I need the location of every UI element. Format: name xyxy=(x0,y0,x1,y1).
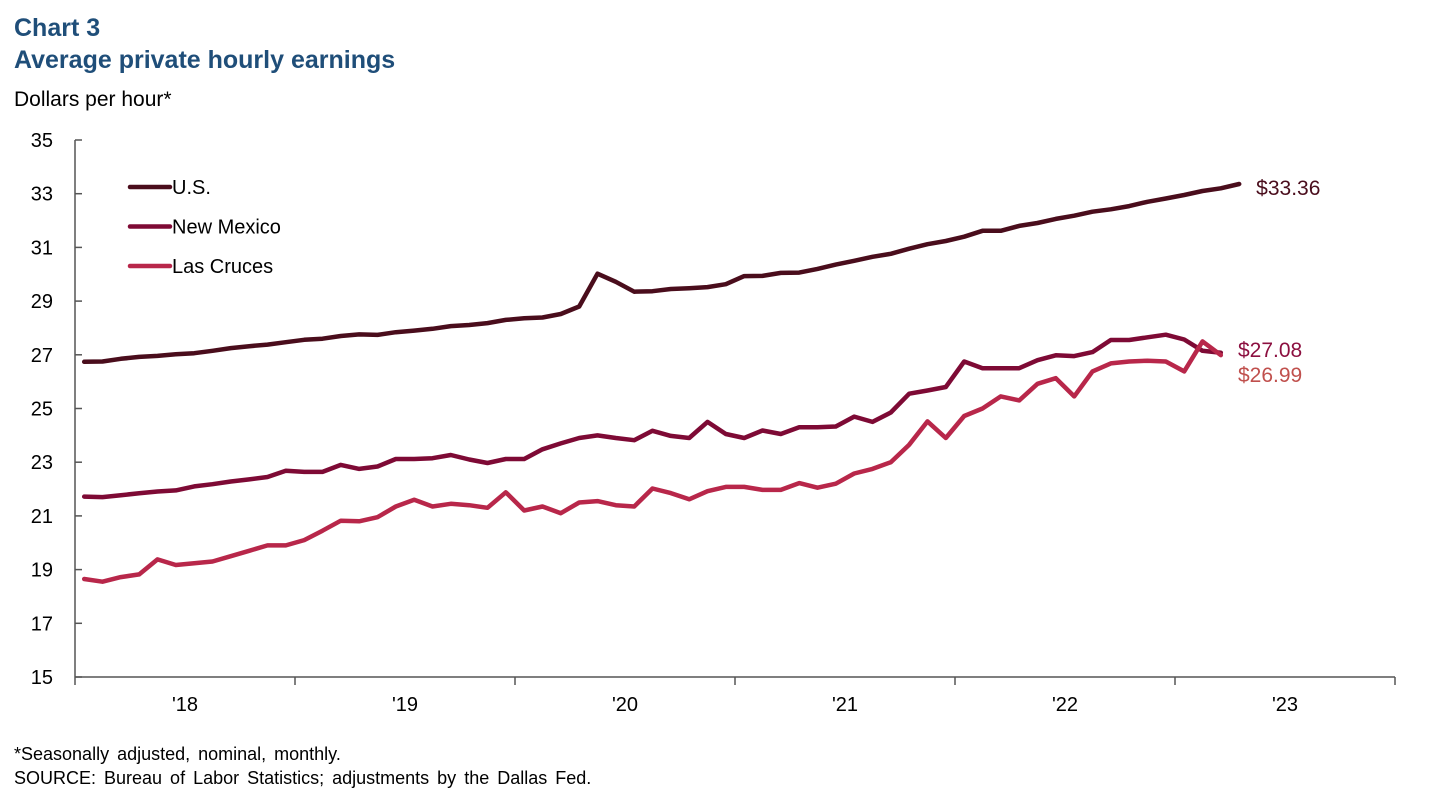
legend-label: Las Cruces xyxy=(172,256,273,278)
legend-label: New Mexico xyxy=(172,217,281,239)
y-tick-label: 27 xyxy=(31,345,53,367)
series-line-new-mexico xyxy=(81,332,1224,500)
x-tick-label: '21 xyxy=(832,694,858,716)
end-value-label: $27.08 xyxy=(1238,339,1302,362)
x-tick-label: '23 xyxy=(1272,694,1298,716)
y-tick-label: 21 xyxy=(31,506,53,528)
source-note: SOURCE: Bureau of Labor Statistics; adju… xyxy=(14,768,592,788)
series-line-las-cruces xyxy=(81,339,1224,584)
y-tick-label: 17 xyxy=(31,613,53,635)
y-tick-label: 33 xyxy=(31,184,53,206)
legend-label: U.S. xyxy=(172,177,211,199)
end-value-label: $33.36 xyxy=(1256,177,1320,200)
end-value-label: $26.99 xyxy=(1238,364,1302,387)
y-tick-label: 29 xyxy=(31,291,53,313)
y-axis-label: Dollars per hour* xyxy=(14,88,172,111)
y-tick-label: 35 xyxy=(31,130,53,152)
chart-number: Chart 3 xyxy=(14,14,101,42)
y-tick-label: 31 xyxy=(31,237,53,259)
y-tick-label: 19 xyxy=(31,560,53,582)
x-tick-label: '20 xyxy=(612,694,638,716)
x-tick-label: '22 xyxy=(1052,694,1078,716)
x-tick-label: '18 xyxy=(172,694,198,716)
series-line-u-s- xyxy=(81,181,1242,365)
x-tick-label: '19 xyxy=(392,694,418,716)
footnote: *Seasonally adjusted, nominal, monthly. xyxy=(14,744,341,764)
y-tick-label: 25 xyxy=(31,399,53,421)
y-tick-label: 23 xyxy=(31,452,53,474)
chart-title: Average private hourly earnings xyxy=(14,46,396,74)
y-tick-label: 15 xyxy=(31,667,53,689)
